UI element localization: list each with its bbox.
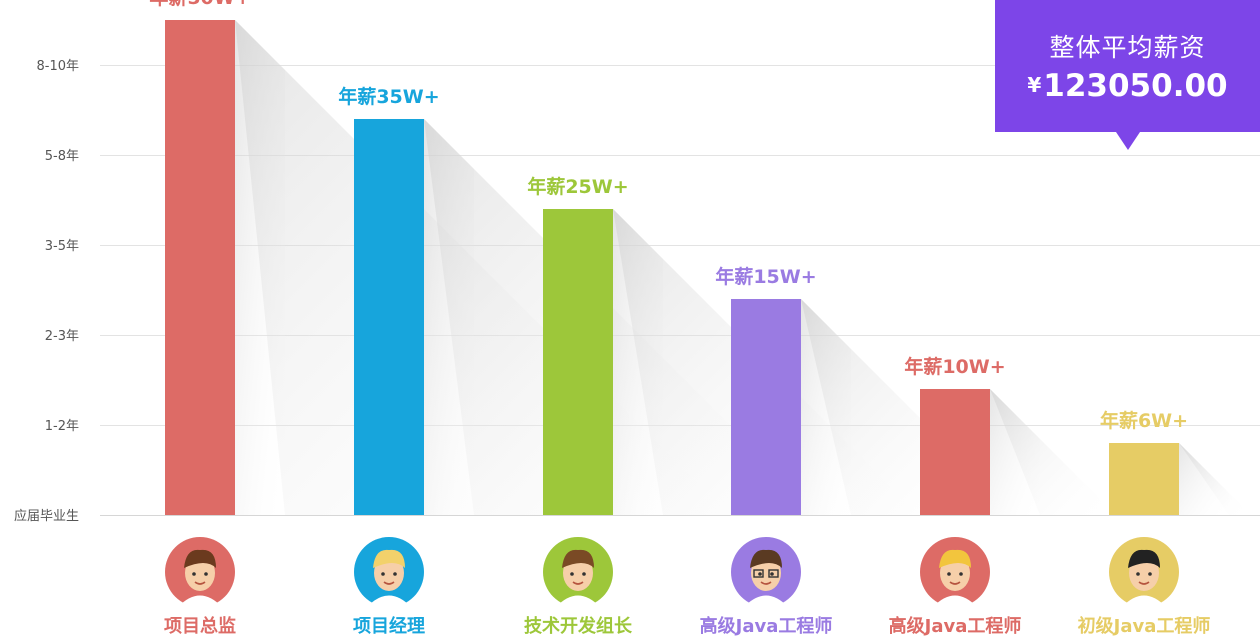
man-red-tie-avatar-icon xyxy=(165,537,235,607)
woman-blonde-avatar-icon xyxy=(354,537,424,607)
category-label: 项目经理 xyxy=(353,615,425,636)
average-salary-callout: 整体平均薪资 ¥123050.00 xyxy=(995,0,1260,150)
bar-data-label: 年薪50W+ xyxy=(149,0,250,9)
boy-black-avatar-icon xyxy=(1109,537,1179,607)
bar xyxy=(1109,443,1179,515)
y-tick-label: 3-5年 xyxy=(45,239,79,254)
y-tick-label: 应届毕业生 xyxy=(14,508,79,524)
bar-data-label: 年薪25W+ xyxy=(527,175,628,198)
category-label: 高级Java工程师 xyxy=(700,615,833,636)
x-axis-labels: 项目总监 项目经理 技术开发组长 高级Java工程师 高级Java工程师 初级Java工程… xyxy=(164,615,1210,636)
y-axis: 应届毕业生 1-2年 2-3年 3-5年 5-8年 8-10年 xyxy=(14,59,79,524)
currency-symbol: ¥ xyxy=(1027,73,1042,97)
callout-title: 整体平均薪资 xyxy=(1049,33,1206,62)
category-label: 项目总监 xyxy=(164,615,236,636)
bars xyxy=(165,20,1179,515)
bar xyxy=(731,299,801,515)
bar-data-label: 年薪15W+ xyxy=(715,265,816,288)
callout-value: ¥123050.00 xyxy=(995,68,1260,104)
y-tick-label: 1-2年 xyxy=(45,419,79,434)
man-glasses-avatar-icon xyxy=(731,537,801,607)
data-labels: 年薪50W+ 年薪35W+ 年薪25W+ 年薪15W+ 年薪10W+ 年薪6W+ xyxy=(149,0,1188,432)
avatars xyxy=(165,537,1179,607)
y-tick-label: 8-10年 xyxy=(36,59,79,74)
category-label: 技术开发组长 xyxy=(524,615,633,636)
average-salary-value: 123050.00 xyxy=(1043,68,1228,104)
bar xyxy=(543,209,613,515)
bar-data-label: 年薪6W+ xyxy=(1100,409,1188,432)
bar-shadow xyxy=(1179,443,1251,515)
bar-shadow xyxy=(990,389,1116,515)
y-tick-label: 5-8年 xyxy=(45,149,79,164)
bar xyxy=(165,20,235,515)
bar-data-label: 年薪35W+ xyxy=(338,85,439,108)
category-label: 初级Java工程师 xyxy=(1078,615,1211,636)
bar xyxy=(354,119,424,515)
bar xyxy=(920,389,990,515)
y-tick-label: 2-3年 xyxy=(45,329,79,344)
bar-data-label: 年薪10W+ xyxy=(904,355,1005,378)
man-brown-avatar-icon xyxy=(543,537,613,607)
category-label: 高级Java工程师 xyxy=(889,615,1022,636)
woman-yellow-avatar-icon xyxy=(920,537,990,607)
